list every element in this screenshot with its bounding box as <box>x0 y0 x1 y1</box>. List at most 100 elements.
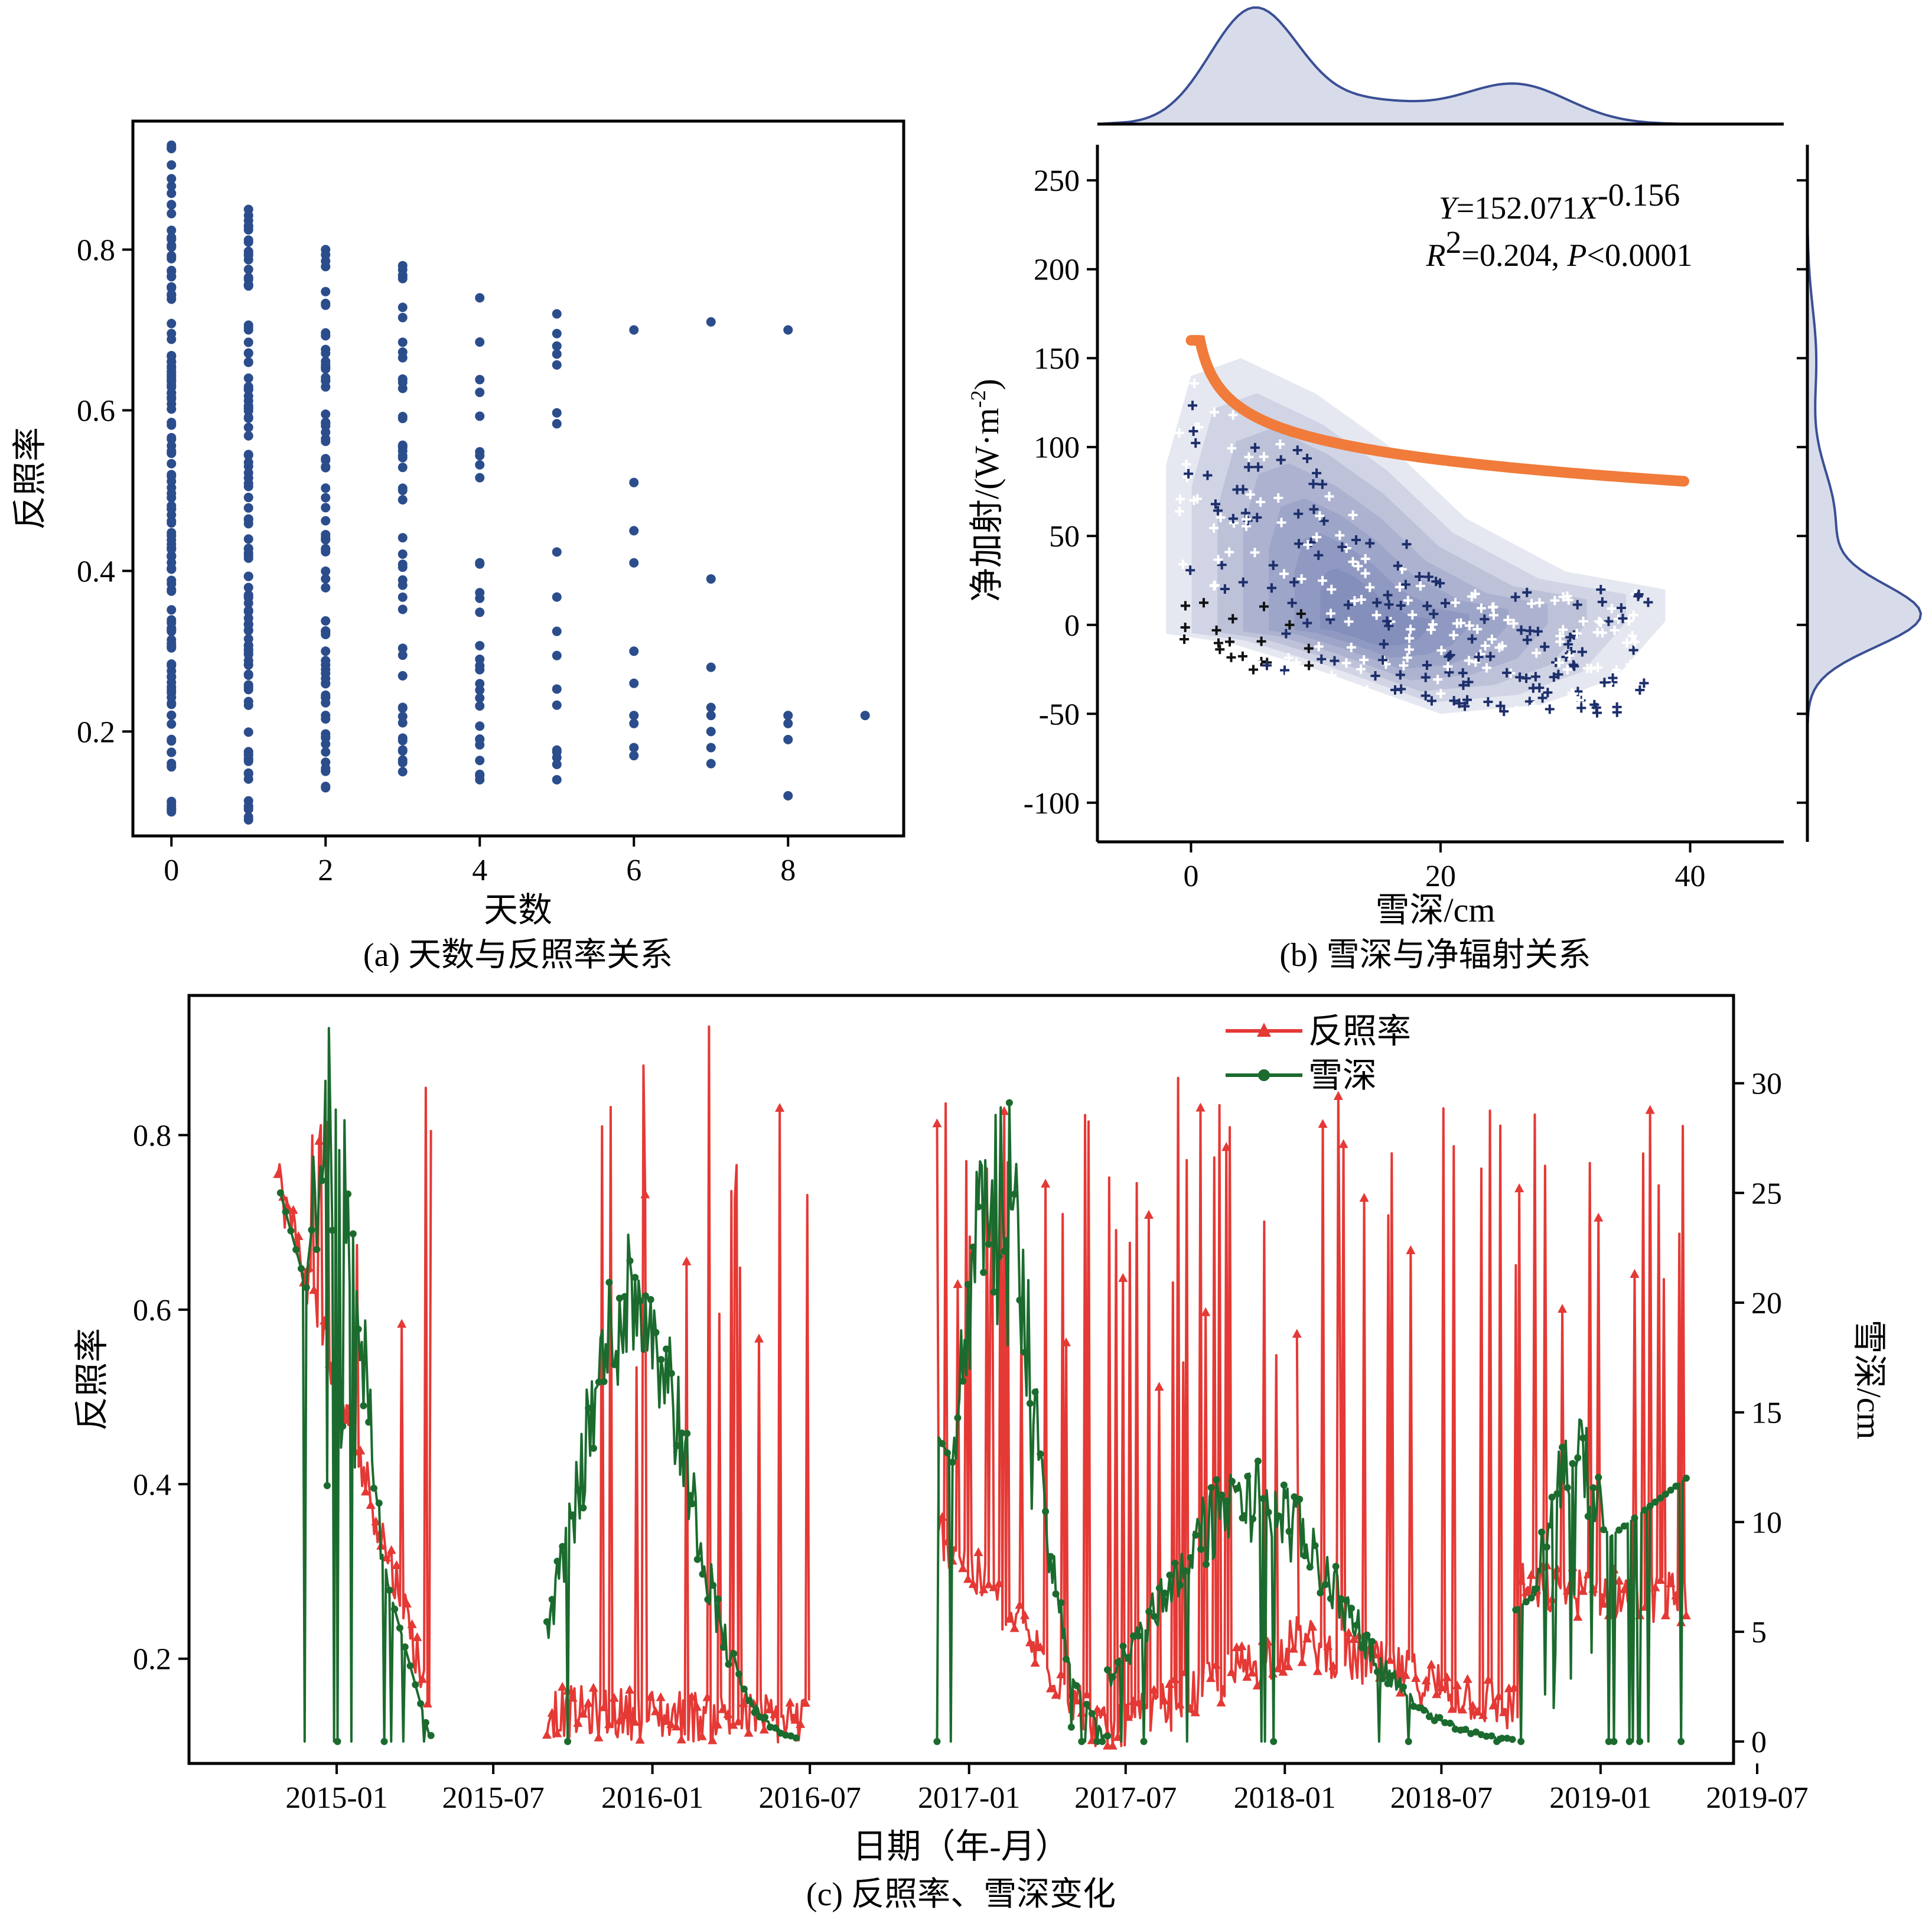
snow-marker <box>1301 1552 1308 1560</box>
snow-marker <box>730 1649 738 1657</box>
data-point <box>1611 665 1621 675</box>
albedo-marker <box>1175 1699 1185 1709</box>
data-point <box>1268 560 1278 570</box>
data-point <box>1180 634 1190 645</box>
x-tick-label: 2016-01 <box>601 1781 703 1815</box>
data-point <box>1565 632 1575 642</box>
data-point <box>1180 601 1190 611</box>
data-point <box>1178 559 1188 570</box>
data-point <box>321 427 331 437</box>
snow-marker <box>1228 1478 1236 1485</box>
data-point <box>243 571 253 581</box>
y-tick-label: -50 <box>1039 698 1080 731</box>
data-point <box>629 325 639 335</box>
y-tick-label: 50 <box>1049 520 1080 554</box>
data-point <box>1555 631 1565 641</box>
data-point <box>398 562 408 572</box>
snow-marker <box>673 1442 680 1450</box>
snow-marker <box>406 1662 414 1670</box>
data-point <box>398 736 408 746</box>
data-point <box>552 360 562 370</box>
albedo-marker <box>1473 1707 1483 1716</box>
albedo-marker <box>542 1730 552 1739</box>
albedo-marker <box>635 1734 645 1744</box>
snow-marker <box>1636 1737 1644 1745</box>
data-point <box>1292 445 1302 455</box>
albedo-marker <box>1406 1245 1416 1254</box>
data-point <box>243 514 253 524</box>
albedo-marker <box>1645 1105 1655 1114</box>
data-point <box>1237 651 1247 661</box>
data-point <box>1252 657 1262 667</box>
snow-marker <box>1063 1655 1070 1663</box>
albedo-marker <box>1462 1674 1472 1683</box>
data-point <box>1252 512 1262 522</box>
albedo-marker <box>963 1574 973 1583</box>
data-point <box>243 774 253 784</box>
data-point <box>1296 609 1306 619</box>
data-point <box>1213 638 1223 648</box>
data-point <box>243 422 253 432</box>
snow-marker <box>1275 1512 1283 1520</box>
data-point <box>1546 702 1556 712</box>
data-point <box>629 678 639 688</box>
snow-marker <box>370 1485 377 1492</box>
data-point <box>1209 581 1219 591</box>
panel-b-equation: Y=152.071X-0.156 <box>1439 177 1680 226</box>
data-point <box>552 349 562 359</box>
snow-marker <box>1223 1497 1231 1505</box>
albedo-marker <box>1092 1704 1102 1714</box>
panel-a-frame <box>131 119 905 838</box>
x-tick-label: 0 <box>164 854 179 887</box>
data-point <box>475 654 485 664</box>
data-point <box>1303 540 1313 550</box>
x-tick-label: 2017-07 <box>1074 1781 1177 1815</box>
data-point <box>243 481 253 492</box>
data-point <box>1622 637 1632 647</box>
data-point <box>1256 636 1266 646</box>
data-point <box>321 331 331 341</box>
kde-contour-level <box>1320 568 1431 647</box>
snow-marker <box>1488 1732 1496 1740</box>
data-point <box>243 659 253 669</box>
albedo-marker <box>1671 1590 1681 1600</box>
albedo-marker <box>1226 1667 1236 1677</box>
data-point <box>1415 581 1425 591</box>
data-point <box>167 289 177 300</box>
albedo-marker <box>609 1693 619 1702</box>
snow-marker <box>1441 1719 1449 1726</box>
albedo-marker <box>588 1683 598 1692</box>
snow-marker <box>1088 1710 1096 1717</box>
data-point <box>1324 492 1334 502</box>
snow-marker <box>637 1297 644 1305</box>
data-point <box>167 458 177 468</box>
data-point <box>243 648 253 658</box>
data-point <box>167 659 177 669</box>
snow-marker <box>792 1734 800 1742</box>
data-point <box>1625 659 1635 669</box>
albedo-marker <box>273 1169 283 1178</box>
albedo-marker <box>386 1545 396 1554</box>
data-point <box>321 582 331 593</box>
data-point <box>398 767 408 777</box>
y-tick-label: 100 <box>1034 431 1080 465</box>
snow-marker <box>1589 1484 1597 1492</box>
y-tick-label: 0.4 <box>133 1468 171 1502</box>
data-point <box>629 751 639 761</box>
data-point <box>167 250 177 261</box>
panel-a-caption: (a) 天数与反照率关系 <box>363 937 673 974</box>
snow-marker <box>985 1241 992 1248</box>
albedo-marker <box>1594 1212 1604 1222</box>
data-point <box>1395 582 1405 592</box>
albedo-marker <box>723 1709 733 1719</box>
data-point <box>167 528 177 538</box>
snow-marker <box>1218 1491 1226 1499</box>
data-point <box>398 745 408 755</box>
data-point <box>552 650 562 660</box>
data-point <box>398 533 408 543</box>
data-point <box>167 142 177 152</box>
data-point <box>475 679 485 689</box>
data-point <box>1365 538 1375 548</box>
albedo-marker <box>687 1691 697 1701</box>
snow-marker <box>1042 1508 1050 1515</box>
